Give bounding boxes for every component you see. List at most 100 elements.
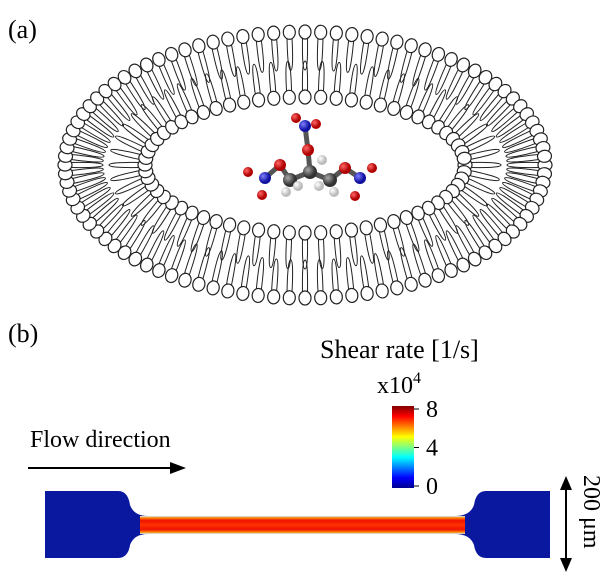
lipid-tail: [462, 186, 488, 206]
panel-label: (b): [8, 319, 38, 348]
lipid-head: [208, 100, 223, 117]
lipid-head: [267, 91, 280, 106]
figure: (a) (b) Shear rate [1/s] x104 840 Flow d…: [0, 0, 610, 576]
lipid-tail: [470, 171, 500, 181]
lipid-head: [251, 288, 264, 303]
lipid-tail: [507, 162, 539, 167]
lipid-head: [221, 283, 235, 299]
lipid-tail: [111, 171, 141, 181]
colorbar-tick-label: 8: [426, 397, 438, 423]
lipid-head: [222, 217, 237, 233]
lipid-head: [164, 267, 180, 284]
colorbar-title: Shear rate [1/s]: [320, 335, 479, 364]
lipid-tail: [71, 168, 103, 175]
arrow-head: [170, 462, 186, 474]
colorbar-tick-label: 0: [426, 474, 438, 500]
lipid-head: [236, 286, 250, 302]
lipid-head: [267, 224, 280, 239]
lipid-head: [283, 291, 296, 305]
panel-label: (a): [8, 15, 37, 44]
lipid-tail: [455, 114, 478, 137]
lipid-head: [373, 97, 388, 113]
lipid-tail: [122, 186, 148, 206]
lipid-head: [330, 224, 343, 239]
lipid-head: [359, 220, 373, 236]
lipid-tail: [126, 220, 146, 248]
lipid-tail: [71, 162, 103, 167]
lipid-tail: [346, 40, 353, 72]
lipid-tail: [126, 81, 146, 109]
lipid-head: [252, 222, 266, 237]
lipid-head: [430, 267, 446, 284]
lipid-tail: [206, 227, 217, 257]
lipid-head: [191, 37, 206, 54]
lipid-tail: [393, 74, 404, 104]
lipid-head: [375, 31, 389, 47]
lipid-tail: [237, 233, 246, 263]
lipid-tail: [198, 248, 210, 280]
lipid-head: [417, 272, 433, 289]
lipid-head: [386, 100, 401, 117]
lipid-tail: [177, 84, 192, 113]
lipid-head: [267, 26, 280, 41]
scale-head: [560, 476, 572, 490]
colorbar: [392, 406, 414, 488]
lipid-tail: [115, 136, 143, 151]
lipid-tail: [418, 218, 433, 247]
lipid-tail: [365, 67, 374, 97]
lipid-tail: [253, 236, 261, 266]
lipid-head: [330, 91, 343, 106]
lipid-head: [236, 29, 250, 45]
lipid-head: [345, 222, 359, 237]
lipid-head: [252, 92, 266, 107]
lipid-head: [299, 25, 311, 39]
lipid-tail: [446, 231, 463, 261]
lipid-tail: [198, 51, 210, 83]
lipid-head: [299, 226, 311, 240]
lipid-tail: [425, 59, 439, 90]
lipid-tail: [131, 193, 154, 216]
lipid-head: [237, 94, 251, 110]
lipid-head: [283, 25, 296, 39]
lipid-tail: [400, 51, 412, 83]
channel-core: [140, 516, 465, 534]
lipid-head: [177, 272, 193, 289]
lipid-tail: [241, 42, 249, 74]
lipid-tail: [111, 149, 141, 159]
lipid-tail: [302, 61, 307, 91]
lipid-tail: [374, 44, 383, 76]
lipid-head: [206, 34, 221, 50]
lipid-head: [283, 225, 296, 239]
lipid-tail: [131, 114, 154, 137]
multiplier: x10: [377, 373, 413, 399]
lipid-tail: [360, 42, 368, 74]
scale-head: [560, 558, 572, 572]
lipid-tail: [418, 84, 433, 113]
lipid-tail: [253, 64, 261, 94]
lipid-head: [164, 46, 180, 63]
lipid-tail: [465, 81, 485, 109]
lipid-tail: [109, 162, 139, 167]
lipid-tail: [115, 179, 143, 194]
lipid-tail: [147, 69, 164, 99]
lipid-head: [373, 217, 388, 233]
lipid-head: [360, 29, 374, 45]
lipid-head: [404, 276, 419, 293]
lipid-tail: [466, 179, 494, 194]
lipid-head: [177, 41, 193, 58]
lipid-head: [299, 291, 311, 305]
lipid-tail: [374, 254, 383, 286]
lipid-head: [404, 37, 419, 54]
lipid-tail: [455, 193, 478, 216]
lipid-tail: [400, 248, 412, 280]
lipid-head: [237, 220, 251, 236]
lipid-head: [314, 225, 327, 239]
lipid-tail: [507, 155, 539, 162]
colorbar-tick-label: 4: [426, 436, 438, 462]
lipid-head: [283, 90, 296, 104]
lipid-tail: [227, 254, 236, 286]
lipid-tail: [256, 258, 263, 290]
lipid-head: [221, 31, 235, 47]
lipid-head: [330, 289, 343, 304]
lipid-head: [375, 283, 389, 299]
